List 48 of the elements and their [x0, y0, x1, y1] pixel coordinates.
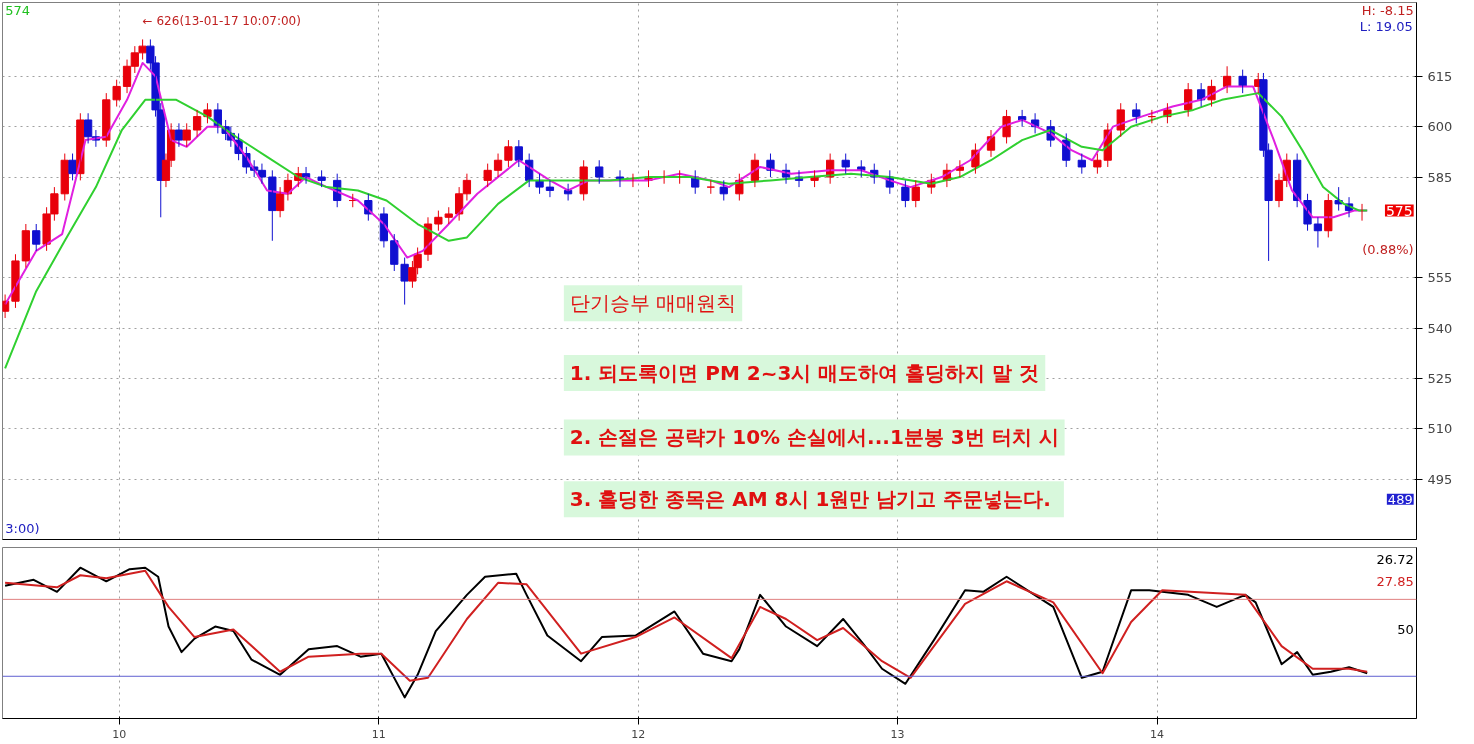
- candlestick: [719, 179, 728, 202]
- candlestick: [102, 92, 111, 148]
- annotation: ← 626(13-01-17 10:07:00): [142, 13, 301, 28]
- y-tick-label: 600: [1427, 119, 1453, 135]
- annotation: H: -8.15: [1361, 3, 1414, 19]
- candlestick: [1132, 102, 1141, 124]
- candlestick: [317, 169, 326, 188]
- annotation: 574: [5, 3, 31, 19]
- annotation: 단기승부 매매원칙: [569, 291, 737, 316]
- candlestick: [504, 139, 513, 168]
- candlestick: [390, 233, 399, 272]
- annotation: 3:00): [5, 521, 40, 537]
- candlestick: [60, 153, 69, 202]
- annotation: 575: [1385, 202, 1413, 219]
- candlestick: [911, 179, 920, 208]
- annotation: 27.85: [1376, 574, 1414, 590]
- candlestick: [112, 79, 121, 108]
- annotation: (0.88%): [1362, 242, 1414, 258]
- y-tick-label: 495: [1427, 471, 1453, 487]
- candlestick: [595, 159, 604, 185]
- y-tick-label: 555: [1427, 270, 1453, 286]
- candlestick: [1116, 102, 1125, 138]
- candlestick: [483, 163, 492, 188]
- y-tick-label: 510: [1427, 421, 1453, 437]
- y-tick-label: 525: [1427, 370, 1453, 386]
- annotation: L: 19.05: [1359, 19, 1413, 35]
- candlestick: [1093, 153, 1102, 175]
- annotation: 3. 홀딩한 종목은 AM 8시 1원만 남기고 주문넣는다.: [569, 487, 1051, 512]
- annotation: 1. 되도록이면 PM 2~3시 매도하여 홀딩하지 말 것: [569, 361, 1040, 386]
- candlestick: [182, 122, 191, 148]
- x-tick-label: 13: [890, 727, 905, 741]
- y-tick-label: 540: [1427, 320, 1453, 336]
- candlestick: [434, 210, 443, 232]
- y-tick-label: 615: [1427, 68, 1453, 84]
- annotation: 2. 손절은 공략가 10% 손실에서...1분봉 3번 터치 시: [569, 425, 1059, 450]
- text: 26.72: [1376, 551, 1414, 567]
- x-tick-label: 12: [631, 727, 646, 741]
- candlestick: [444, 206, 453, 225]
- candlestick: [32, 223, 41, 252]
- candlestick: [901, 179, 910, 208]
- annotation: 50: [1397, 622, 1414, 638]
- x-tick-label: 10: [112, 727, 127, 741]
- x-tick-label: 11: [371, 727, 386, 741]
- candlestick: [1324, 193, 1333, 238]
- annotation: 489: [1387, 491, 1413, 507]
- x-tick-label: 14: [1150, 727, 1165, 741]
- y-tick-label: 585: [1427, 169, 1453, 185]
- candlestick: [841, 153, 850, 175]
